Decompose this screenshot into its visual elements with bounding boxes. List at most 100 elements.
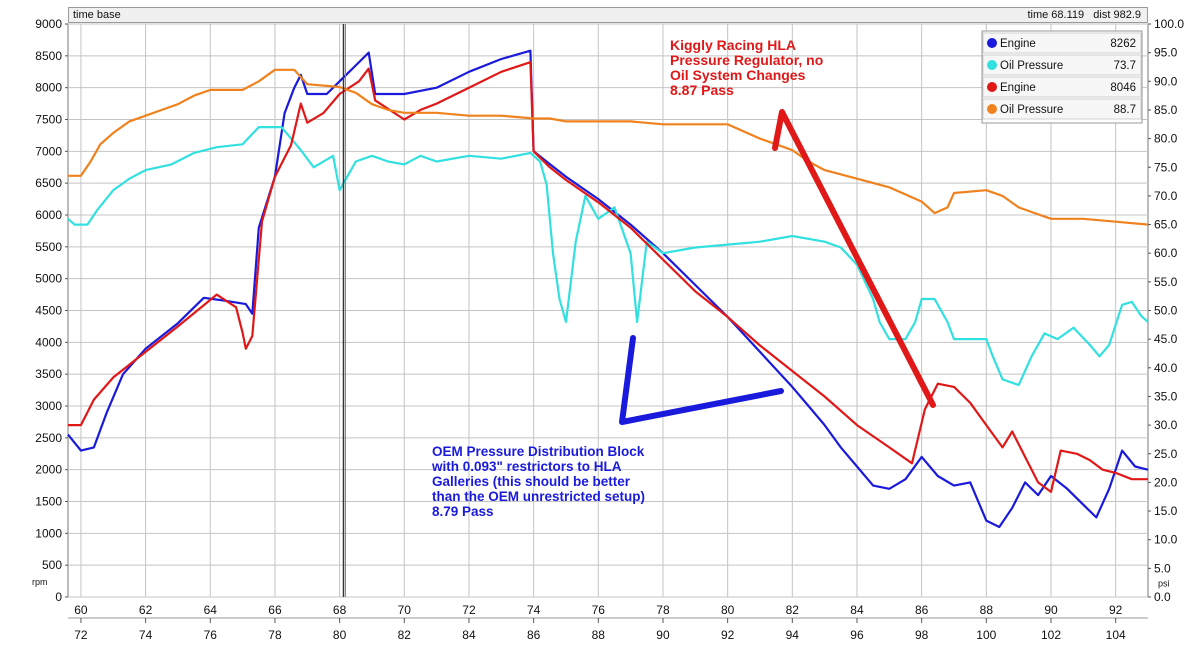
- x-bottom-tick-label: 74: [139, 628, 153, 642]
- x-bottom-tick-label: 88: [592, 628, 606, 642]
- x-top-tick-label: 88: [980, 603, 994, 617]
- right-tick-label: 60.0: [1154, 246, 1178, 260]
- x-bottom-tick-label: 94: [786, 628, 800, 642]
- x-top-tick-label: 66: [268, 603, 282, 617]
- legend-name: Engine: [1000, 82, 1036, 94]
- readout-dist-value: 982.9: [1113, 9, 1141, 21]
- x-top-tick-label: 60: [74, 603, 88, 617]
- series-line-3: [68, 61, 1148, 493]
- x-top-tick-label: 76: [592, 603, 606, 617]
- legend-value: 88.7: [1114, 104, 1136, 116]
- x-top-tick-label: 84: [850, 603, 864, 617]
- legend-value: 8262: [1110, 38, 1136, 50]
- blue-pointer-mark: [619, 335, 784, 425]
- right-tick-label: 20.0: [1154, 475, 1178, 489]
- right-tick-label: 30.0: [1154, 418, 1178, 432]
- left-tick-label: 6500: [35, 176, 62, 190]
- readout-time-value: 68.119: [1051, 9, 1085, 21]
- legend-value: 8046: [1110, 82, 1136, 94]
- right-tick-label: 0.0: [1154, 590, 1171, 604]
- readout-dist-label: dist: [1093, 9, 1111, 21]
- legend-name: Oil Pressure: [1000, 60, 1063, 72]
- annotation-red-line: Oil System Changes: [670, 67, 806, 83]
- right-tick-label: 65.0: [1154, 218, 1178, 232]
- red-pointer-mark: [772, 109, 936, 408]
- right-tick-label: 100.0: [1154, 17, 1184, 31]
- x-top-tick-label: 82: [786, 603, 800, 617]
- cursor-readout: time 68.119 dist 982.9: [1027, 9, 1141, 21]
- right-axis-unit: psi: [1158, 579, 1170, 589]
- time-base-header: time base time 68.119 dist 982.9: [68, 7, 1148, 23]
- x-top-tick-label: 92: [1109, 603, 1123, 617]
- annotation-blue-line: Galleries (this should be better: [432, 474, 631, 489]
- x-top-tick-label: 62: [139, 603, 153, 617]
- left-tick-label: 0: [55, 590, 62, 604]
- x-bottom-tick-label: 96: [850, 628, 864, 642]
- x-top-tick-label: 72: [462, 603, 476, 617]
- left-tick-label: 7500: [35, 113, 62, 127]
- annotation-blue-line: with 0.093" restrictors to HLA: [431, 459, 622, 474]
- right-tick-label: 75.0: [1154, 160, 1178, 174]
- right-tick-label: 55.0: [1154, 275, 1178, 289]
- annotation-blue-line: 8.79 Pass: [432, 504, 494, 519]
- left-tick-label: 1000: [35, 526, 62, 540]
- x-bottom-tick-label: 78: [268, 628, 282, 642]
- legend-name: Oil Pressure: [1000, 104, 1063, 116]
- left-tick-label: 500: [42, 558, 62, 572]
- x-bottom-tick-label: 102: [1041, 628, 1061, 642]
- right-tick-label: 95.0: [1154, 46, 1178, 60]
- legend-swatch: [987, 60, 997, 70]
- left-tick-label: 3500: [35, 367, 62, 381]
- right-tick-label: 50.0: [1154, 304, 1178, 318]
- legend-name: Engine: [1000, 38, 1036, 50]
- right-axis: 0.0 5.0 10.0 15.0 20.0 25.0 30.0 35.0 40.0 45.0 50…: [1148, 17, 1184, 604]
- right-tick-label: 90.0: [1154, 74, 1178, 88]
- left-tick-label: 4500: [35, 304, 62, 318]
- x-top-tick-label: 74: [527, 603, 541, 617]
- left-tick-label: 9000: [35, 17, 62, 31]
- left-tick-label: 5500: [35, 240, 62, 254]
- annotation-blue-line: OEM Pressure Distribution Block: [432, 444, 645, 459]
- left-tick-label: 1500: [35, 495, 62, 509]
- left-tick-label: 2000: [35, 463, 62, 477]
- right-tick-label: 40.0: [1154, 361, 1178, 375]
- x-bottom-tick-label: 86: [527, 628, 541, 642]
- series-line-1: [67, 49, 1149, 529]
- left-tick-label: 7000: [35, 144, 62, 158]
- legend-row: [982, 98, 1142, 120]
- left-tick-label: 5000: [35, 272, 62, 286]
- left-tick-label: 2500: [35, 431, 62, 445]
- legend: Engine 8262 Oil Pressure 73.7 Engine 8046 Oil …: [981, 30, 1143, 124]
- legend-swatch: [987, 104, 997, 114]
- right-tick-label: 80.0: [1154, 132, 1178, 146]
- x-bottom-tick-label: 90: [656, 628, 670, 642]
- legend-value: 73.7: [1114, 60, 1136, 72]
- x-top-tick-label: 80: [721, 603, 735, 617]
- left-tick-label: 4000: [35, 335, 62, 349]
- series-line-4: [68, 68, 1149, 226]
- x-top-tick-label: 90: [1044, 603, 1058, 617]
- series-group: [67, 49, 1149, 529]
- annotation-red-line: Kiggly Racing HLA: [670, 37, 796, 53]
- x-axis-top: 60 62 64 66 68 70 72 74 76 78 80 82 84 86 88 90 92: [74, 603, 1122, 617]
- left-axis-unit: rpm: [32, 577, 48, 587]
- x-bottom-tick-label: 98: [915, 628, 929, 642]
- legend-row: [982, 54, 1142, 76]
- x-top-tick-label: 70: [398, 603, 412, 617]
- right-tick-label: 5.0: [1154, 561, 1171, 575]
- right-tick-label: 35.0: [1154, 389, 1178, 403]
- annotation-red-line: Pressure Regulator, no: [670, 52, 823, 68]
- legend-row: [982, 32, 1142, 54]
- annotation-red-line: 8.87 Pass: [670, 82, 734, 98]
- x-top-tick-label: 64: [204, 603, 218, 617]
- right-tick-label: 15.0: [1154, 504, 1178, 518]
- left-tick-label: 6000: [35, 208, 62, 222]
- right-tick-label: 25.0: [1154, 447, 1178, 461]
- x-bottom-tick-label: 80: [333, 628, 347, 642]
- right-tick-label: 70.0: [1154, 189, 1178, 203]
- left-tick-label: 3000: [35, 399, 62, 413]
- legend-row: [982, 76, 1142, 98]
